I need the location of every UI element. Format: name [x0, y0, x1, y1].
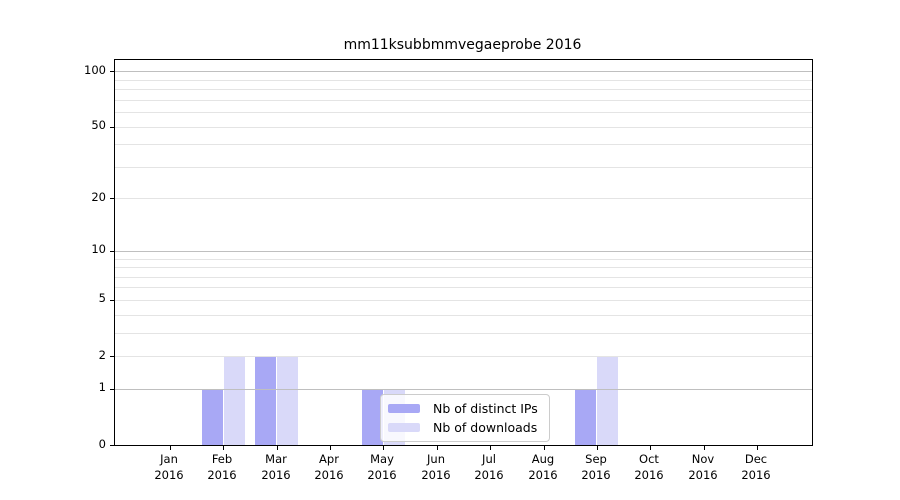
- y-gridline-minor: [115, 89, 812, 90]
- x-tick-month: Oct: [639, 452, 659, 466]
- x-tick-year: 2016: [634, 468, 664, 482]
- y-gridline-major: [115, 71, 812, 72]
- y-gridline-minor: [115, 167, 812, 168]
- x-tick-label: Oct 2016: [619, 451, 679, 483]
- bar-distinct-ips: [362, 389, 383, 445]
- y-gridline-minor: [115, 127, 812, 128]
- x-tick-year: 2016: [421, 468, 451, 482]
- x-tick-mark: [544, 446, 545, 450]
- bar-distinct-ips: [202, 389, 223, 445]
- y-tick-mark: [110, 389, 114, 390]
- x-tick-month: Jan: [160, 452, 178, 466]
- y-gridline-minor: [115, 198, 812, 199]
- x-tick-year: 2016: [688, 468, 718, 482]
- x-tick-label: Dec 2016: [726, 451, 786, 483]
- y-gridline-minor: [115, 333, 812, 334]
- x-tick-year: 2016: [261, 468, 291, 482]
- y-gridline-minor: [115, 287, 812, 288]
- x-tick-month: Jun: [427, 452, 445, 466]
- y-tick-mark: [110, 445, 114, 446]
- y-tick-mark: [110, 300, 114, 301]
- y-tick-label: 100: [84, 63, 106, 77]
- y-tick-label: 50: [91, 118, 106, 132]
- x-tick-label: Mar 2016: [246, 451, 306, 483]
- x-tick-label: Jun 2016: [406, 451, 466, 483]
- x-tick-mark: [330, 446, 331, 450]
- y-tick-label: 20: [91, 190, 106, 204]
- x-tick-mark: [597, 446, 598, 450]
- x-tick-year: 2016: [207, 468, 237, 482]
- x-tick-month: Apr: [319, 452, 339, 466]
- y-tick-mark: [110, 198, 114, 199]
- chart-title: mm11ksubbmmvegaeprobe 2016: [343, 37, 582, 53]
- legend-label: Nb of downloads: [433, 420, 538, 435]
- x-tick-year: 2016: [528, 468, 558, 482]
- x-tick-label: Jul 2016: [459, 451, 519, 483]
- x-tick-month: May: [370, 452, 394, 466]
- y-gridline-minor: [115, 100, 812, 101]
- x-tick-mark: [757, 446, 758, 450]
- y-gridline-minor: [115, 315, 812, 316]
- legend-entry: Nb of downloads: [388, 420, 538, 435]
- y-tick-label: 2: [98, 348, 106, 362]
- x-tick-month: Dec: [744, 452, 768, 466]
- x-tick-mark: [277, 446, 278, 450]
- y-gridline-minor: [115, 300, 812, 301]
- x-tick-year: 2016: [741, 468, 771, 482]
- y-gridline-minor: [115, 80, 812, 81]
- bar-downloads: [597, 356, 618, 445]
- x-tick-label: May 2016: [352, 451, 412, 483]
- bar-downloads: [224, 356, 245, 445]
- y-gridline-minor: [115, 277, 812, 278]
- x-tick-month: Jul: [482, 452, 496, 466]
- y-tick-mark: [110, 71, 114, 72]
- x-tick-year: 2016: [314, 468, 344, 482]
- x-tick-mark: [383, 446, 384, 450]
- x-tick-label: Sep 2016: [566, 451, 626, 483]
- x-tick-mark: [704, 446, 705, 450]
- y-tick-label: 5: [98, 291, 106, 305]
- y-gridline-minor: [115, 112, 812, 113]
- y-tick-label: 10: [91, 242, 106, 256]
- y-gridline-major: [115, 251, 812, 252]
- y-gridline-minor: [115, 259, 812, 260]
- x-tick-year: 2016: [154, 468, 184, 482]
- x-tick-label: Jan 2016: [139, 451, 199, 483]
- x-tick-mark: [437, 446, 438, 450]
- y-gridline-minor: [115, 144, 812, 145]
- x-tick-label: Nov 2016: [673, 451, 733, 483]
- x-tick-year: 2016: [367, 468, 397, 482]
- y-gridline-minor: [115, 356, 812, 357]
- x-tick-month: Feb: [211, 452, 233, 466]
- y-tick-mark: [110, 251, 114, 252]
- legend-swatch: [388, 404, 420, 413]
- x-tick-month: Mar: [265, 452, 287, 466]
- y-gridline-minor: [115, 267, 812, 268]
- bar-distinct-ips: [255, 356, 276, 445]
- y-tick-mark: [110, 127, 114, 128]
- x-tick-mark: [490, 446, 491, 450]
- x-tick-mark: [170, 446, 171, 450]
- y-tick-mark: [110, 356, 114, 357]
- x-tick-year: 2016: [474, 468, 504, 482]
- x-tick-label: Apr 2016: [299, 451, 359, 483]
- x-tick-month: Nov: [691, 452, 715, 466]
- x-tick-mark: [223, 446, 224, 450]
- x-tick-month: Aug: [531, 452, 555, 466]
- bar-distinct-ips: [575, 389, 596, 445]
- x-tick-label: Aug 2016: [513, 451, 573, 483]
- legend-label: Nb of distinct IPs: [433, 401, 538, 416]
- plot-area: Nb of distinct IPs Nb of downloads: [110, 59, 813, 450]
- y-tick-label: 1: [98, 380, 106, 394]
- y-tick-label: 0: [98, 437, 106, 451]
- legend-entry: Nb of distinct IPs: [388, 401, 538, 416]
- x-tick-label: Feb 2016: [192, 451, 252, 483]
- x-tick-mark: [650, 446, 651, 450]
- legend-swatch: [388, 423, 420, 432]
- x-tick-year: 2016: [581, 468, 611, 482]
- bar-downloads: [277, 356, 298, 445]
- x-tick-month: Sep: [585, 452, 607, 466]
- legend: Nb of distinct IPs Nb of downloads: [380, 394, 550, 442]
